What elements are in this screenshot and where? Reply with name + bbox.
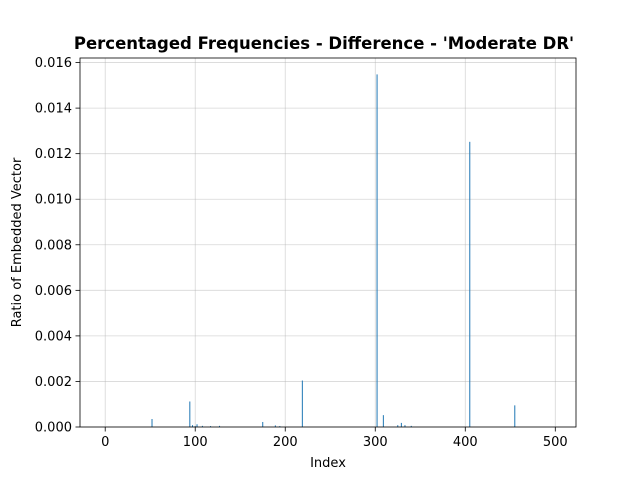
bar (274, 425, 276, 427)
bar (151, 419, 153, 427)
y-tick-label: 0.016 (35, 56, 72, 71)
y-tick-label: 0.002 (35, 375, 72, 390)
x-tick-label: 300 (363, 435, 388, 450)
y-tick-label: 0.000 (35, 421, 72, 436)
x-tick-label: 200 (273, 435, 298, 450)
bar (469, 141, 471, 428)
y-tick-label: 0.014 (35, 102, 72, 117)
bar (404, 425, 406, 427)
bar (262, 421, 264, 427)
bar (376, 74, 378, 428)
y-axis-label: Ratio of Embedded Vector (10, 157, 25, 327)
axis-ticks: 0 100 200 300 400 500 0.000 0.002 0.004 0.006 0.00… (35, 56, 568, 450)
bar (189, 401, 191, 427)
y-tick-label: 0.012 (35, 147, 72, 162)
bar (382, 415, 384, 427)
bar (301, 380, 303, 427)
chart-title: Percentaged Frequencies - Difference - '… (74, 34, 574, 53)
y-tick-label: 0.010 (35, 193, 72, 208)
bar (279, 426, 281, 427)
bar (210, 426, 212, 427)
bar (410, 425, 412, 427)
y-tick-label: 0.006 (35, 284, 72, 299)
x-tick-label: 500 (543, 435, 568, 450)
x-tick-label: 400 (453, 435, 478, 450)
y-tick-label: 0.004 (35, 329, 72, 344)
y-tick-label: 0.008 (35, 238, 72, 253)
bar (400, 422, 402, 427)
x-tick-label: 0 (101, 435, 109, 450)
bar (194, 426, 196, 427)
bar (196, 424, 198, 427)
bar (397, 425, 399, 427)
bars (151, 74, 516, 428)
bar (219, 425, 221, 427)
bar (201, 425, 203, 427)
bar (514, 405, 516, 427)
plot-area-frame (79, 57, 577, 428)
grid-lines (80, 58, 576, 428)
x-tick-label: 100 (183, 435, 208, 450)
x-axis-label: Index (310, 456, 346, 471)
bar (192, 425, 194, 427)
